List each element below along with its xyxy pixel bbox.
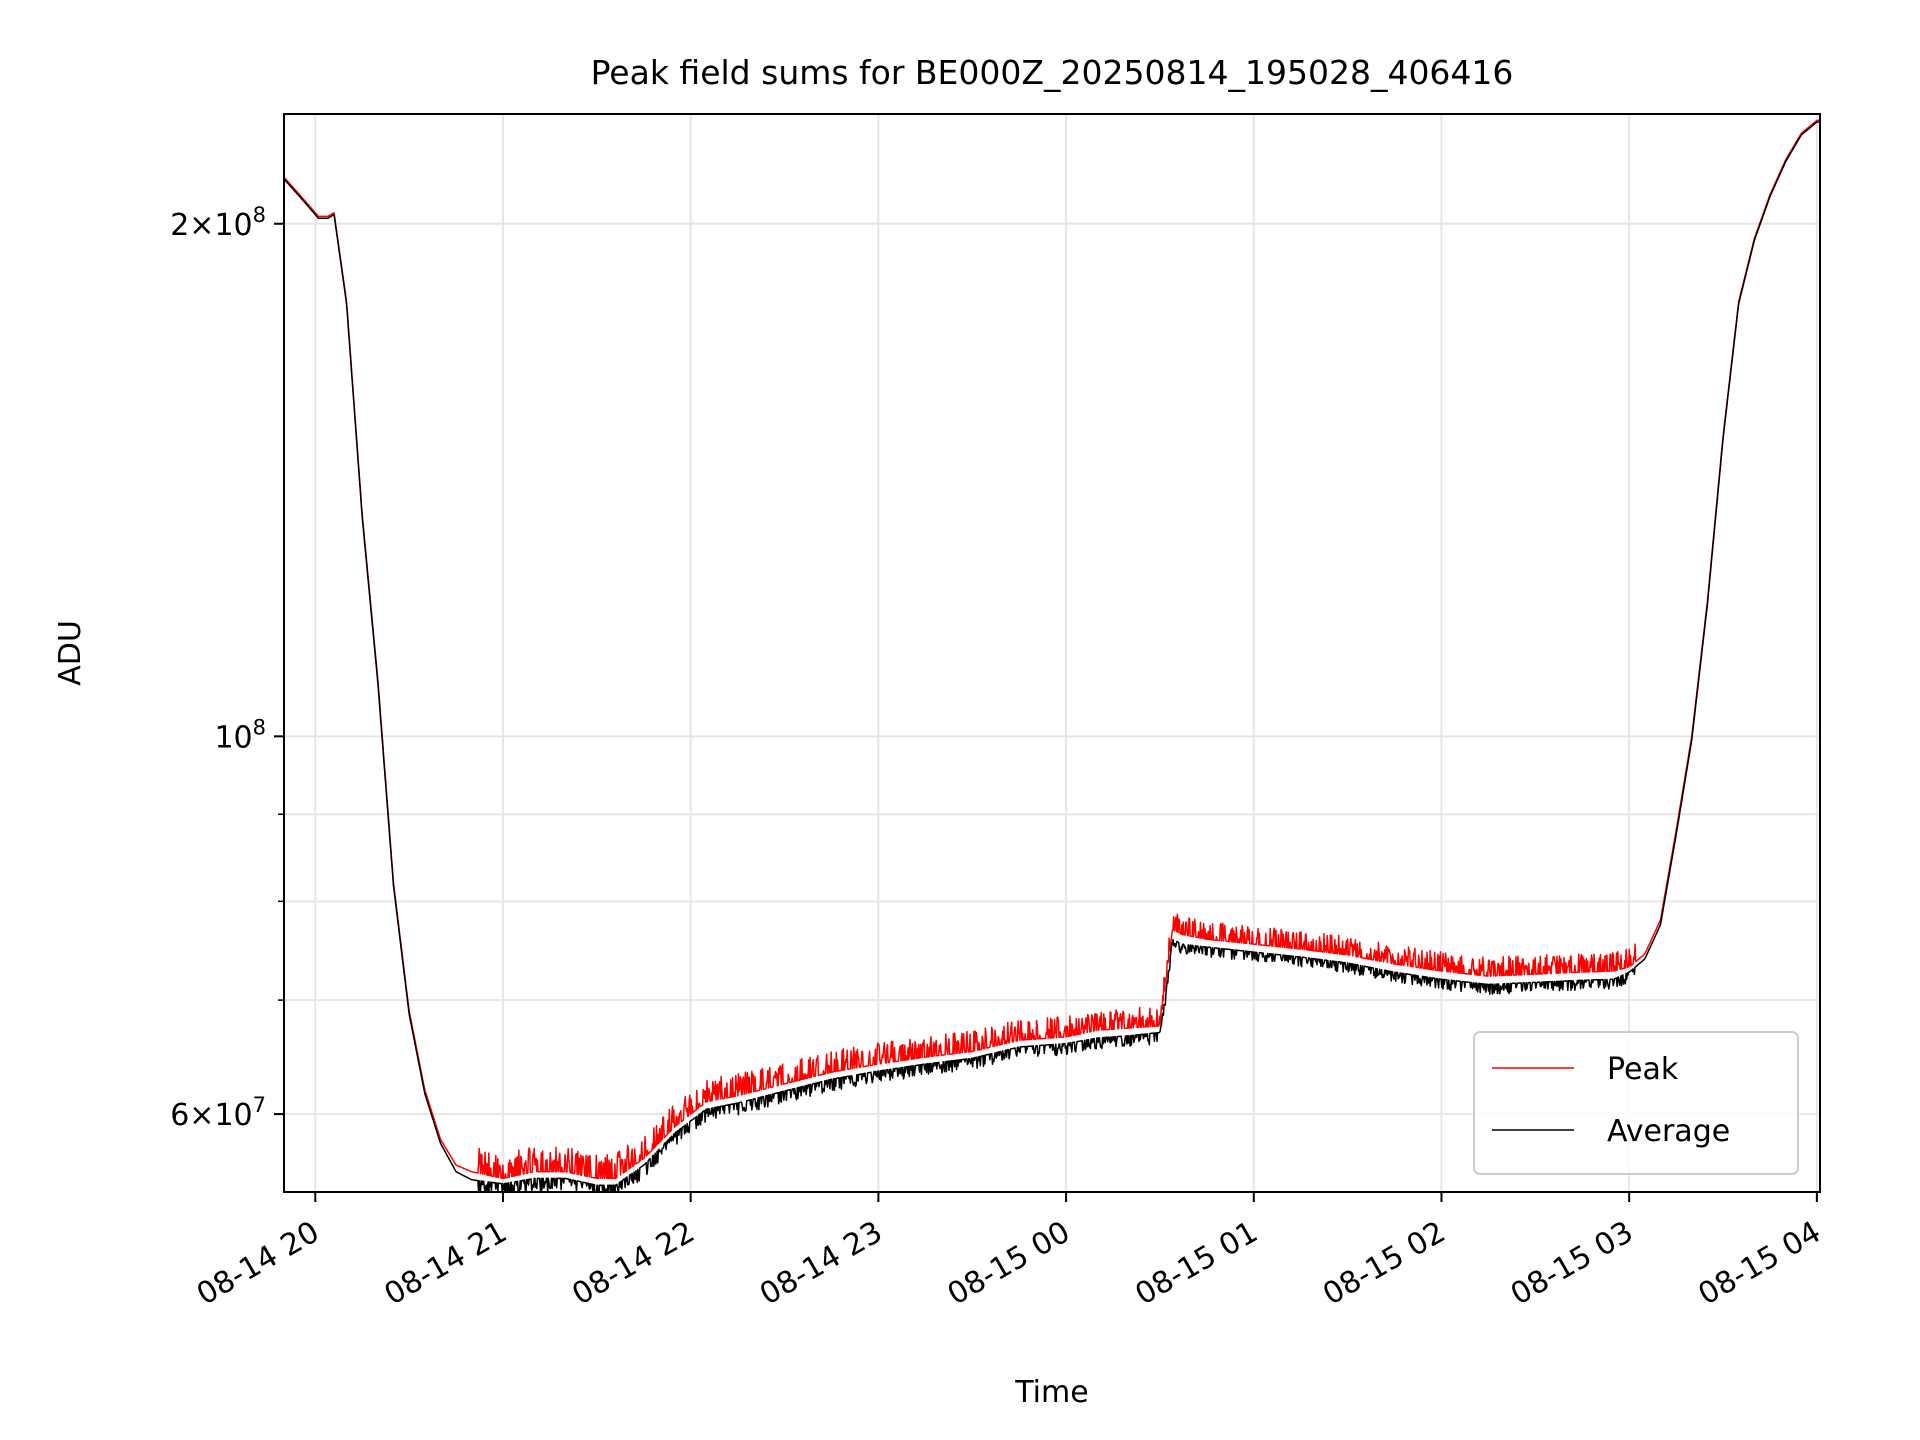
y-axis-label: ADU — [53, 620, 88, 686]
y-tick-label: 6×107 — [170, 1093, 266, 1133]
series-line-peak — [284, 119, 1820, 1180]
chart-title: Peak field sums for BE000Z_20250814_1950… — [591, 53, 1514, 92]
grid — [284, 114, 1820, 1192]
y-tick-label: 2×108 — [170, 203, 266, 243]
y-tick-label: 108 — [214, 715, 266, 755]
series-layer — [284, 119, 1820, 1192]
plot-frame — [283, 113, 1821, 1193]
legend-label-peak: Peak — [1607, 1052, 1679, 1087]
legend-label-average: Average — [1607, 1114, 1730, 1149]
y-axis: 6×107 108 2×108 — [170, 203, 284, 1133]
series-line-average — [284, 121, 1820, 1192]
legend: Peak Average — [1473, 1031, 1799, 1175]
x-axis-label: Time — [1014, 1375, 1088, 1410]
